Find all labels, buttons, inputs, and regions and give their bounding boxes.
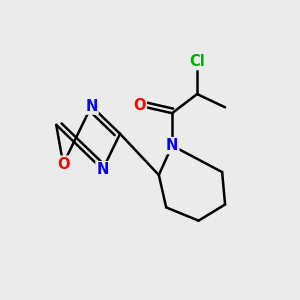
- Text: O: O: [57, 157, 69, 172]
- Text: N: N: [85, 99, 98, 114]
- Text: N: N: [166, 138, 178, 153]
- Text: N: N: [96, 162, 109, 177]
- Text: O: O: [134, 98, 146, 113]
- Text: Cl: Cl: [189, 54, 205, 69]
